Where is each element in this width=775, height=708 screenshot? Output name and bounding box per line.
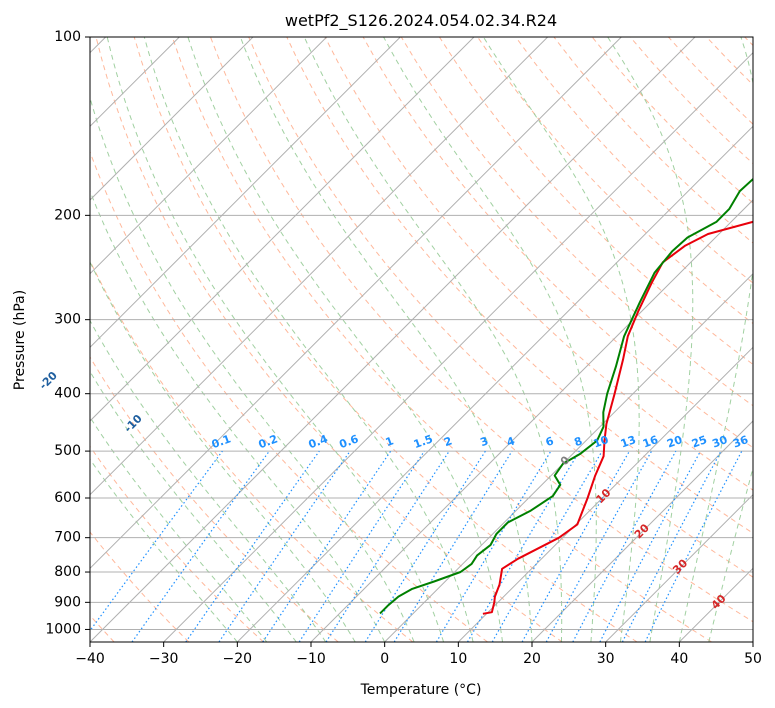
mixing-ratio-label: 3 — [478, 434, 490, 449]
isotherm-line — [90, 37, 328, 275]
mixing-ratio-label: 25 — [690, 433, 709, 450]
dry-adiabat — [90, 356, 339, 642]
dry-adiabat — [90, 150, 488, 642]
isotherm-line — [163, 51, 753, 642]
mixing-ratio-label: 2 — [442, 434, 454, 449]
isotherm-line — [90, 37, 622, 570]
y-tick-label: 1000 — [45, 621, 81, 637]
y-tick-label: 700 — [54, 530, 81, 546]
mixing-ratio-label: 0.1 — [210, 432, 233, 451]
isotherm-line — [457, 346, 753, 642]
moist-adiabat — [482, 37, 640, 642]
mixing-ratio-line — [131, 450, 270, 642]
isotherm-line — [310, 199, 753, 642]
mixing-ratio-label: 13 — [619, 433, 638, 450]
mixing-ratio-label: 10 — [592, 433, 611, 451]
dry-adiabat — [133, 37, 638, 642]
dry-adiabat — [95, 37, 563, 642]
mixing-ratio-label: 0.2 — [257, 432, 280, 451]
y-axis-label: Pressure (hPa) — [12, 290, 28, 390]
y-tick-label: 200 — [54, 207, 81, 223]
mixing-ratio-label: 1.5 — [412, 432, 435, 451]
mixing-ratio-label: 20 — [665, 433, 684, 451]
isotherm-line — [90, 37, 549, 496]
moist-adiabat — [239, 37, 533, 642]
dewpoint-profile-line — [379, 177, 753, 615]
moist-adiabat — [90, 370, 297, 642]
mixing-ratio-label: 8 — [572, 434, 584, 449]
y-tick-label: 400 — [54, 386, 81, 402]
moist-adiabat — [607, 37, 694, 642]
mixing-ratio-label: 36 — [731, 433, 750, 451]
dry-adiabat — [90, 531, 190, 642]
moist-adiabat — [106, 37, 445, 642]
x-tick-label: −20 — [223, 651, 253, 667]
mixing-ratio-line — [545, 450, 653, 642]
x-tick-label: 0 — [380, 651, 389, 667]
moist-adiabat — [90, 458, 238, 642]
dry-adiabat — [400, 37, 753, 407]
isotherm-line — [531, 420, 753, 642]
isotherm-line — [90, 37, 254, 201]
moist-adiabat — [303, 37, 563, 642]
isotherm-line — [384, 272, 753, 642]
mixing-ratio-line — [185, 450, 320, 642]
moist-adiabat — [187, 37, 503, 642]
mixing-ratio-line — [521, 450, 631, 642]
y-tick-label: 300 — [54, 312, 81, 328]
moist-adiabat — [90, 189, 386, 642]
x-tick-label: 20 — [523, 651, 541, 667]
isotherm-line — [90, 37, 475, 422]
series-layer — [379, 177, 753, 615]
x-tick-label: 10 — [449, 651, 467, 667]
y-tick-label: 600 — [54, 490, 81, 506]
x-tick-label: −30 — [149, 651, 179, 667]
moist-adiabat — [143, 37, 474, 642]
y-tick-label: 800 — [54, 564, 81, 580]
moist-adiabat — [383, 37, 597, 642]
y-tick-label: 100 — [54, 29, 81, 45]
mixing-ratio-label: 4 — [505, 434, 517, 449]
x-axis-label: Temperature (°C) — [360, 682, 482, 698]
temperature-profile-line — [482, 220, 753, 615]
moist-adiabat — [90, 260, 356, 642]
mixing-ratio-label: 6 — [544, 434, 556, 449]
mixing-ratio-line — [262, 450, 392, 642]
x-tick-label: 40 — [670, 651, 688, 667]
x-tick-label: 50 — [744, 651, 762, 667]
y-tick-label: 500 — [54, 443, 81, 459]
mixing-ratio-label: 1 — [384, 434, 396, 449]
isotherm-line — [90, 37, 401, 349]
y-tick-label: 900 — [54, 594, 81, 610]
moist-adiabat — [90, 416, 268, 642]
x-tick-label: 30 — [597, 651, 615, 667]
mixing-ratio-line — [298, 450, 425, 642]
dry-adiabat — [171, 37, 712, 642]
plot-background — [90, 37, 753, 642]
mixing-ratio-line — [572, 450, 677, 642]
x-tick-label: −10 — [296, 651, 326, 667]
plot-frame — [89, 36, 754, 643]
x-tick-label: −40 — [75, 651, 105, 667]
mixing-ratio-label: 0.4 — [307, 432, 330, 451]
mixing-ratio-line — [90, 450, 223, 632]
mixing-ratio-label: 16 — [641, 433, 660, 451]
isotherm-line — [90, 37, 696, 642]
isotherm-line — [236, 125, 753, 642]
chart-title: wetPf2_S126.2024.054.02.34.R24 — [285, 11, 557, 31]
mixing-ratio-line — [218, 450, 351, 642]
y-axis: 100 200 300 400 500 600 700 800 900 1000 — [45, 29, 90, 637]
mixing-ratio-label: 0.6 — [338, 432, 361, 451]
mixing-ratio-line — [393, 450, 513, 642]
dry-adiabat — [248, 37, 753, 578]
isotherm-line — [605, 493, 753, 642]
dry-adiabat — [90, 445, 264, 642]
mixing-ratio-line — [325, 450, 450, 642]
mixing-ratio-label: 30 — [710, 433, 729, 451]
dry-adiabat — [515, 37, 753, 284]
x-axis: −40 −30 −20 −10 0 10 20 30 40 50 — [75, 642, 762, 667]
mixing-ratio-line — [644, 450, 743, 642]
